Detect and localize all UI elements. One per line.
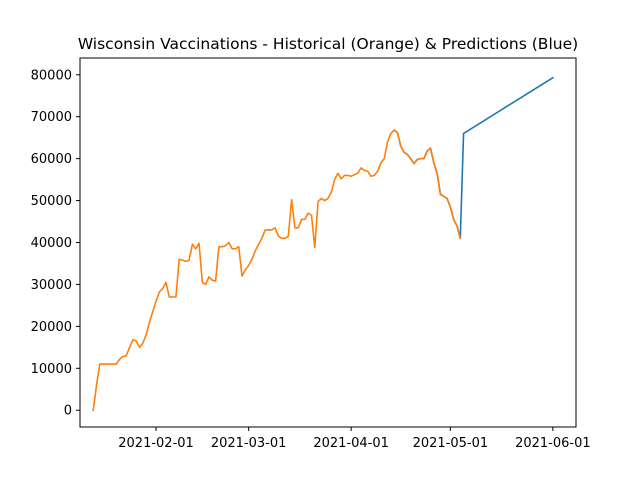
x-axis: 2021-02-01 2021-03-01 2021-04-01 2021-05-01…	[118, 427, 591, 451]
y-tick-label: 40000	[31, 236, 72, 251]
y-tick-label: 50000	[31, 194, 72, 209]
series-layer	[92, 76, 554, 412]
x-tick-label: 2021-06-01	[515, 436, 591, 451]
x-tick-label: 2021-04-01	[313, 436, 389, 451]
y-tick-label: 0	[64, 404, 72, 419]
y-axis: 0 10000 20000 30000 40000 50000 60000 70000 8000…	[31, 68, 80, 419]
y-tick-label: 70000	[31, 110, 72, 125]
chart-title: Wisconsin Vaccinations - Historical (Ora…	[78, 35, 578, 53]
x-tick-label: 2021-02-01	[118, 436, 194, 451]
y-tick-label: 80000	[31, 68, 72, 83]
series-line-historical	[92, 129, 462, 412]
y-tick-label: 60000	[31, 152, 72, 167]
y-tick-label: 20000	[31, 320, 72, 335]
y-tick-label: 30000	[31, 278, 72, 293]
x-tick-label: 2021-05-01	[413, 436, 489, 451]
y-tick-label: 10000	[31, 362, 72, 377]
plot-frame	[79, 57, 577, 428]
x-tick-label: 2021-03-01	[211, 436, 287, 451]
